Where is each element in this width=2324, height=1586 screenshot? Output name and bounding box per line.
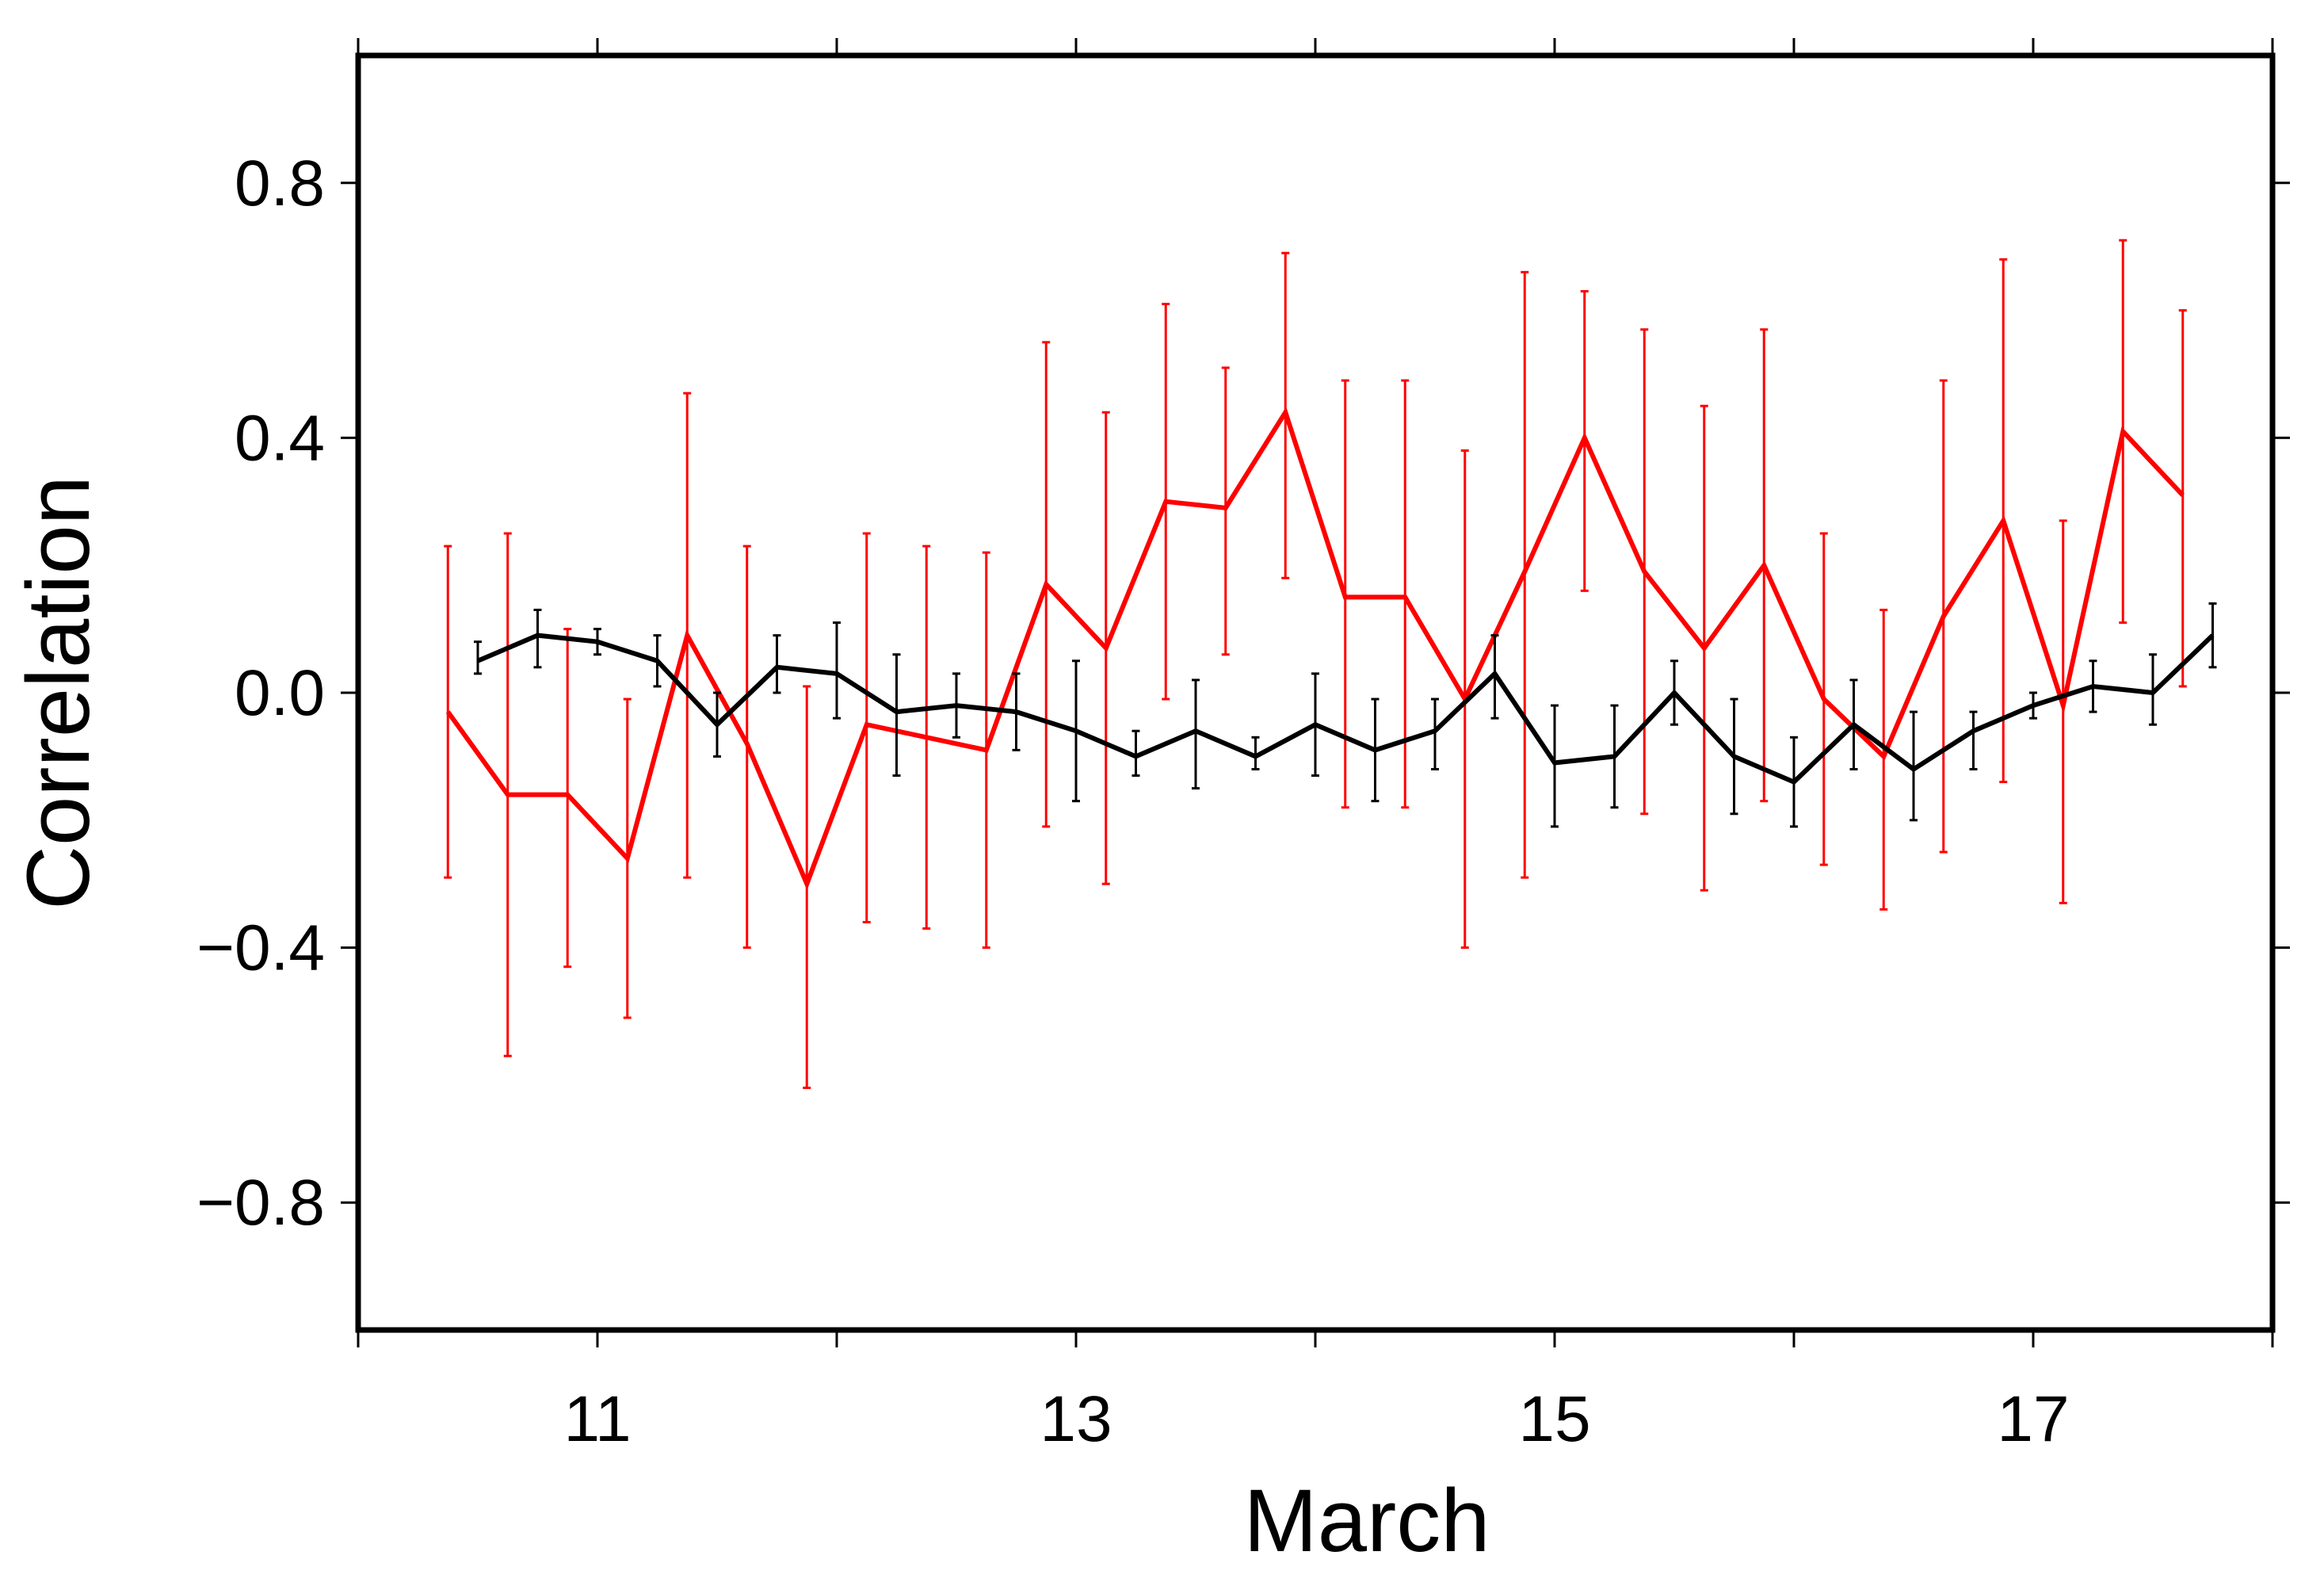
x-tick-label: 13: [1040, 1383, 1112, 1455]
y-tick-label: 0.8: [235, 147, 325, 220]
plot-frame: [355, 52, 2276, 1333]
series-line: [445, 407, 2185, 891]
series-black: [474, 602, 2217, 828]
x-ticks: 11 13 15 17: [357, 38, 2274, 1455]
y-tick-label: 0.0: [235, 657, 325, 729]
y-ticks: 0.8 0.4 0.0 −0.4 −0.8: [197, 147, 2290, 1239]
series-red: [444, 239, 2187, 1089]
x-tick-label: 15: [1518, 1383, 1590, 1455]
x-tick-label: 17: [1997, 1383, 2069, 1455]
y-tick-label: −0.4: [197, 912, 325, 984]
y-axis-title: Correlation: [9, 476, 108, 910]
y-tick-label: 0.4: [235, 402, 325, 474]
x-axis-title: March: [1243, 1471, 1490, 1570]
series-line: [476, 632, 2215, 785]
y-tick-label: −0.8: [197, 1167, 325, 1239]
x-tick-label: 11: [563, 1383, 631, 1455]
series-layer: [444, 239, 2217, 1089]
